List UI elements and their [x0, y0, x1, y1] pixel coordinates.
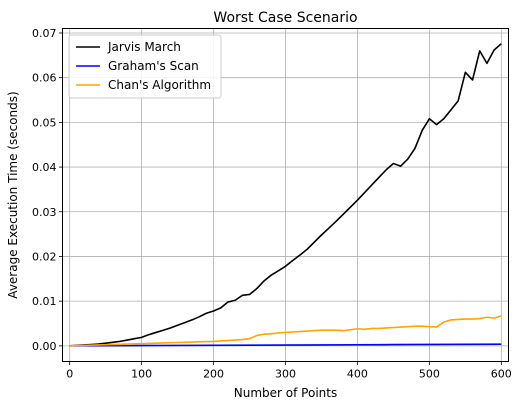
- series-line-jarvis-march: [69, 43, 502, 347]
- y-tick-label: 0.03: [32, 206, 57, 219]
- y-tick-label: 0.01: [32, 295, 57, 308]
- x-tick-label: 400: [347, 368, 368, 381]
- legend-label-jarvis-march: Jarvis March: [107, 40, 181, 54]
- y-axis-label: Average Execution Time (seconds): [6, 91, 20, 298]
- series-line-graham-s-scan: [69, 343, 502, 347]
- legend-label-chan-s-algorithm: Chan's Algorithm: [108, 78, 211, 92]
- x-axis: 0 100 200 300 400 500 600: [66, 361, 512, 381]
- x-axis-label: Number of Points: [234, 386, 337, 400]
- x-tick-label: 500: [419, 368, 440, 381]
- x-tick-label: 600: [491, 368, 512, 381]
- y-tick-label: 0.00: [32, 340, 57, 353]
- legend-label-graham-s-scan: Graham's Scan: [108, 59, 199, 73]
- chart-title: Worst Case Scenario: [213, 10, 357, 26]
- x-tick-label: 100: [131, 368, 152, 381]
- series-line-chan-s-algorithm: [69, 315, 502, 347]
- x-tick-label: 200: [203, 368, 224, 381]
- x-tick-label: 300: [275, 368, 296, 381]
- y-tick-label: 0.04: [32, 161, 57, 174]
- x-tick-label: 0: [66, 368, 73, 381]
- y-tick-label: 0.06: [32, 72, 57, 85]
- y-tick-label: 0.02: [32, 250, 57, 263]
- y-tick-label: 0.05: [32, 116, 57, 129]
- y-axis: 0.00 0.01 0.02 0.03 0.04 0.05 0.06 0.07: [32, 27, 63, 353]
- legend-box: [68, 34, 222, 99]
- legend: Jarvis March Graham's Scan Chan's Algorith…: [68, 34, 222, 99]
- y-tick-label: 0.07: [32, 27, 57, 40]
- series-group: [69, 43, 502, 347]
